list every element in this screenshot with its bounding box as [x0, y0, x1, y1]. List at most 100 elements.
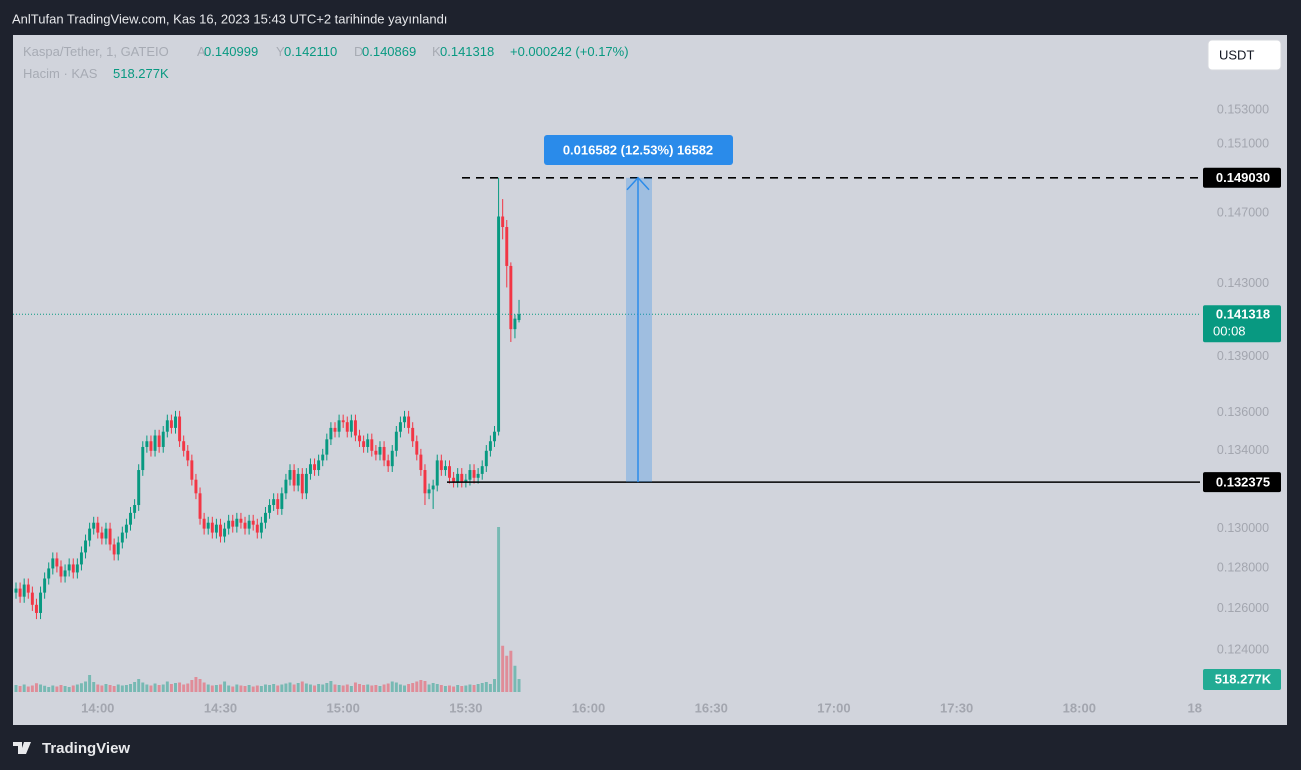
- volume-bar: [243, 686, 247, 692]
- candle-body: [259, 522, 263, 533]
- logo: TradingView: [13, 740, 130, 757]
- candle-body: [223, 528, 227, 537]
- candle-body: [84, 540, 87, 553]
- candle-body: [137, 470, 141, 506]
- volume-bar: [300, 681, 304, 692]
- volume-bar: [292, 684, 296, 692]
- candle-body: [116, 542, 120, 555]
- candle-body: [96, 522, 100, 533]
- candle-body: [268, 505, 272, 513]
- candle-body: [108, 528, 112, 545]
- candle-body: [251, 520, 255, 525]
- volume-bar: [235, 684, 239, 692]
- candle-body: [362, 441, 366, 447]
- published-note: AnlTufan TradingView.com, Kas 16, 2023 1…: [12, 11, 447, 26]
- candle-body: [34, 604, 38, 613]
- volume-bar: [374, 685, 378, 692]
- volume-label-box: [1203, 669, 1281, 691]
- volume-bar: [169, 684, 173, 692]
- volume-bar: [88, 675, 92, 692]
- candle-body: [186, 450, 190, 461]
- measure-range: [626, 177, 652, 483]
- candle-body: [47, 568, 51, 579]
- measure-arrowhead: [626, 176, 650, 191]
- volume-bar: [59, 685, 63, 692]
- candle-body: [370, 439, 374, 451]
- volume-bar: [390, 681, 394, 692]
- candle-body: [443, 466, 447, 471]
- volume-bar: [480, 683, 484, 692]
- volume-bar: [370, 685, 374, 692]
- volume-bar: [308, 684, 312, 692]
- volume-bar: [149, 685, 153, 692]
- candle-body: [505, 227, 509, 266]
- ohlc-value: 0.140869: [362, 44, 416, 59]
- candle-body: [55, 558, 59, 567]
- candle-body: [165, 420, 169, 432]
- candle-body: [88, 528, 92, 541]
- y-tick-label: 0.153000: [1217, 103, 1269, 117]
- ohlc-value: 0.141318: [440, 44, 494, 59]
- candle-body: [75, 564, 79, 573]
- last-price-box: [1203, 305, 1281, 343]
- x-tick-label: 17:30: [940, 700, 973, 715]
- volume-bar: [431, 683, 435, 692]
- candle-body: [263, 512, 267, 523]
- ohlc-letter: A: [197, 44, 206, 59]
- volume-bar: [349, 686, 353, 692]
- volume-bar: [26, 686, 30, 692]
- price-line-label: 0.132375: [1216, 475, 1270, 490]
- volume-bar: [165, 681, 169, 692]
- price-line-label-box: [1203, 167, 1281, 188]
- candle-body: [345, 422, 349, 432]
- candle-body: [452, 477, 456, 482]
- y-tick-label: 0.124000: [1217, 642, 1269, 656]
- volume-bar: [231, 686, 235, 692]
- volume-bar: [472, 685, 476, 692]
- candle-body: [182, 441, 186, 451]
- candle-body: [321, 454, 325, 461]
- volume-bar: [288, 682, 292, 692]
- currency-button[interactable]: [1207, 39, 1282, 71]
- candle-body: [288, 470, 292, 480]
- candle-body: [292, 470, 296, 486]
- candle-body: [460, 473, 464, 482]
- volume-bar: [116, 684, 120, 692]
- volume-bar: [386, 683, 390, 692]
- volume-bar: [194, 677, 198, 692]
- candle-body: [67, 564, 71, 571]
- volume-bar: [259, 686, 263, 692]
- candle-body: [210, 522, 214, 533]
- candle-body: [178, 416, 182, 442]
- volume-bar: [92, 682, 96, 692]
- candle-body: [100, 532, 104, 539]
- candle-body: [476, 473, 480, 478]
- volume-bar: [468, 684, 472, 692]
- y-tick-label: 0.147000: [1217, 205, 1269, 219]
- volume-bar: [247, 685, 251, 692]
- candle-body: [484, 450, 488, 467]
- volume-bar: [460, 686, 464, 692]
- volume-bar: [202, 682, 206, 692]
- y-tick-label: 0.136000: [1217, 405, 1269, 419]
- candle-body: [317, 460, 321, 471]
- volume-bar: [280, 684, 284, 692]
- volume-bar: [100, 685, 104, 692]
- candle-body: [407, 416, 411, 428]
- volume-legend: Hacim · KAS 518.277K: [23, 66, 169, 81]
- volume-bar: [227, 685, 231, 692]
- volume-bar: [321, 684, 325, 692]
- volume-bar: [124, 685, 128, 692]
- candle-body: [378, 446, 382, 455]
- candle-body: [439, 460, 443, 471]
- volume-bar: [398, 684, 402, 692]
- volume-bar: [509, 650, 513, 692]
- candle-body: [296, 473, 300, 486]
- candle-body: [423, 470, 427, 494]
- candle-body: [488, 441, 492, 451]
- candle-body: [308, 464, 312, 474]
- volume-bar: [182, 684, 186, 692]
- candle-body: [448, 466, 451, 478]
- volume-bar: [51, 685, 55, 692]
